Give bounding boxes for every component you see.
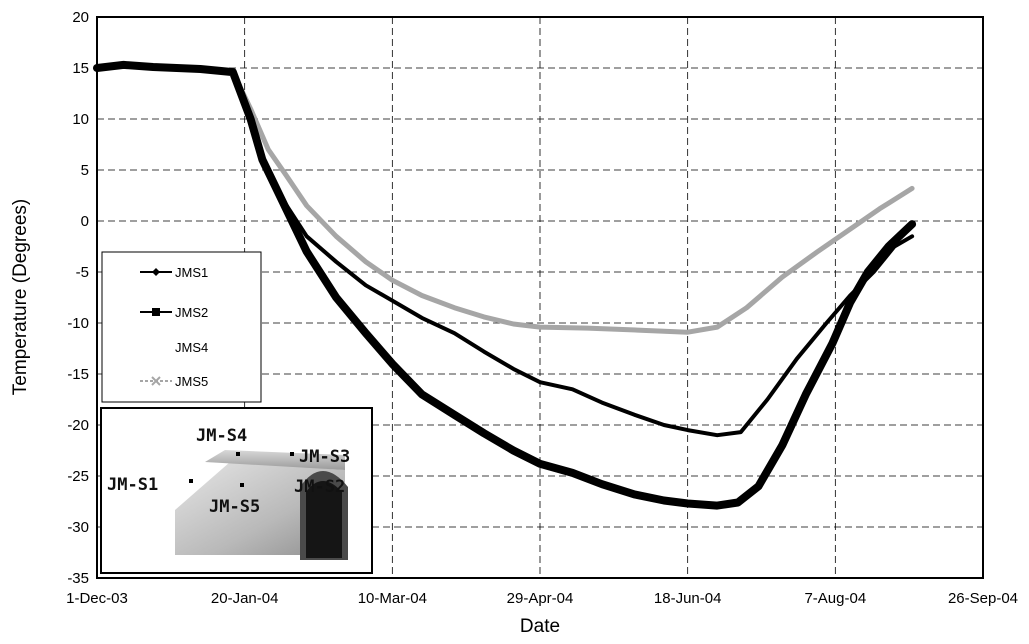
- y-tick-label: 5: [81, 162, 89, 179]
- inset-label-jm-s3: JM-S3: [299, 447, 350, 467]
- legend-items: JMS1 JMS2 JMS4 JMS5: [140, 265, 208, 389]
- sensor-marker-s4: [236, 452, 240, 456]
- y-tick-label: -15: [67, 366, 89, 383]
- inset-photo: JM-S4 JM-S3 JM-S1 JM-S5 JM-S2: [100, 407, 373, 574]
- x-tick-label: 20-Jan-04: [211, 590, 279, 607]
- y-tick-label: -25: [67, 468, 89, 485]
- legend-label-jms4: JMS4: [175, 340, 208, 355]
- x-tick-label: 18-Jun-04: [654, 590, 722, 607]
- y-tick-label: 0: [81, 213, 89, 230]
- inset-label-jm-s5: JM-S5: [209, 497, 260, 517]
- series-line-jms2: [93, 60, 917, 510]
- x-tick-labels: 1-Dec-03 20-Jan-04 10-Mar-04 29-Apr-04 18-Ju…: [66, 590, 1018, 607]
- legend-label-jms5: JMS5: [175, 374, 208, 389]
- inset-label-jm-s4: JM-S4: [196, 426, 247, 446]
- y-tick-label: -10: [67, 315, 89, 332]
- sensor-marker-s1: [189, 479, 193, 483]
- x-tick-label: 26-Sep-04: [948, 590, 1018, 607]
- sensor-marker-s5: [240, 483, 244, 487]
- series-lines: [93, 60, 917, 510]
- y-tick-label: 10: [72, 111, 89, 128]
- legend: JMS1 JMS2 JMS4 JMS5: [101, 251, 262, 403]
- legend-marker-jms1: [152, 268, 160, 276]
- y-tick-labels: 20 15 10 5 0 -5 -10 -15 -20 -25 -30 -35: [67, 9, 89, 587]
- legend-marker-jms2: [152, 308, 160, 316]
- y-tick-label: -20: [67, 417, 89, 434]
- legend-label-jms1: JMS1: [175, 265, 208, 280]
- x-axis-title: Date: [520, 616, 560, 637]
- y-tick-label: -30: [67, 519, 89, 536]
- tunnel-opening: [306, 481, 342, 558]
- legend-box: [101, 251, 262, 403]
- legend-marker-jms5: [151, 376, 161, 386]
- inset-label-jm-s1: JM-S1: [107, 475, 158, 495]
- y-axis-title: Temperature (Degrees): [10, 199, 31, 395]
- x-tick-label: 1-Dec-03: [66, 590, 128, 607]
- y-tick-label: -5: [76, 264, 89, 281]
- y-tick-label: -35: [67, 570, 89, 587]
- x-tick-label: 29-Apr-04: [507, 590, 574, 607]
- plot-area-border: [96, 16, 984, 579]
- sensor-marker-s3: [290, 452, 294, 456]
- y-tick-label: 15: [72, 60, 89, 77]
- inset-label-jm-s2: JM-S2: [294, 477, 345, 497]
- x-tick-label: 7-Aug-04: [804, 590, 866, 607]
- legend-label-jms2: JMS2: [175, 305, 208, 320]
- y-tick-label: 20: [72, 9, 89, 26]
- x-tick-label: 10-Mar-04: [358, 590, 427, 607]
